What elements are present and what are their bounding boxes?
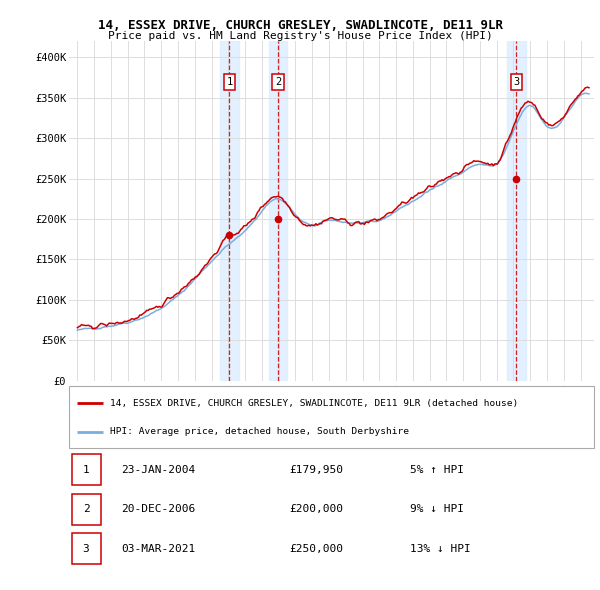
Text: 5% ↑ HPI: 5% ↑ HPI — [410, 465, 464, 474]
Text: £200,000: £200,000 — [290, 504, 343, 514]
Bar — [507, 41, 526, 381]
FancyBboxPatch shape — [71, 454, 101, 485]
Text: 03-MAR-2021: 03-MAR-2021 — [121, 544, 196, 553]
Text: £179,950: £179,950 — [290, 465, 343, 474]
Text: 14, ESSEX DRIVE, CHURCH GRESLEY, SWADLINCOTE, DE11 9LR: 14, ESSEX DRIVE, CHURCH GRESLEY, SWADLIN… — [97, 19, 503, 32]
Text: 3: 3 — [513, 77, 520, 87]
Bar — [220, 41, 239, 381]
Text: HPI: Average price, detached house, South Derbyshire: HPI: Average price, detached house, Sout… — [110, 427, 409, 436]
Text: 1: 1 — [83, 465, 89, 474]
Text: 13% ↓ HPI: 13% ↓ HPI — [410, 544, 471, 553]
FancyBboxPatch shape — [71, 533, 101, 564]
Text: 2: 2 — [83, 504, 89, 514]
Text: £250,000: £250,000 — [290, 544, 343, 553]
Text: Price paid vs. HM Land Registry's House Price Index (HPI): Price paid vs. HM Land Registry's House … — [107, 31, 493, 41]
Text: 9% ↓ HPI: 9% ↓ HPI — [410, 504, 464, 514]
Text: 3: 3 — [83, 544, 89, 553]
Text: 2: 2 — [275, 77, 281, 87]
Text: 23-JAN-2004: 23-JAN-2004 — [121, 465, 196, 474]
Bar — [269, 41, 287, 381]
FancyBboxPatch shape — [69, 386, 594, 448]
Text: 1: 1 — [226, 77, 232, 87]
Text: 14, ESSEX DRIVE, CHURCH GRESLEY, SWADLINCOTE, DE11 9LR (detached house): 14, ESSEX DRIVE, CHURCH GRESLEY, SWADLIN… — [110, 399, 518, 408]
Text: 20-DEC-2006: 20-DEC-2006 — [121, 504, 196, 514]
FancyBboxPatch shape — [71, 494, 101, 525]
